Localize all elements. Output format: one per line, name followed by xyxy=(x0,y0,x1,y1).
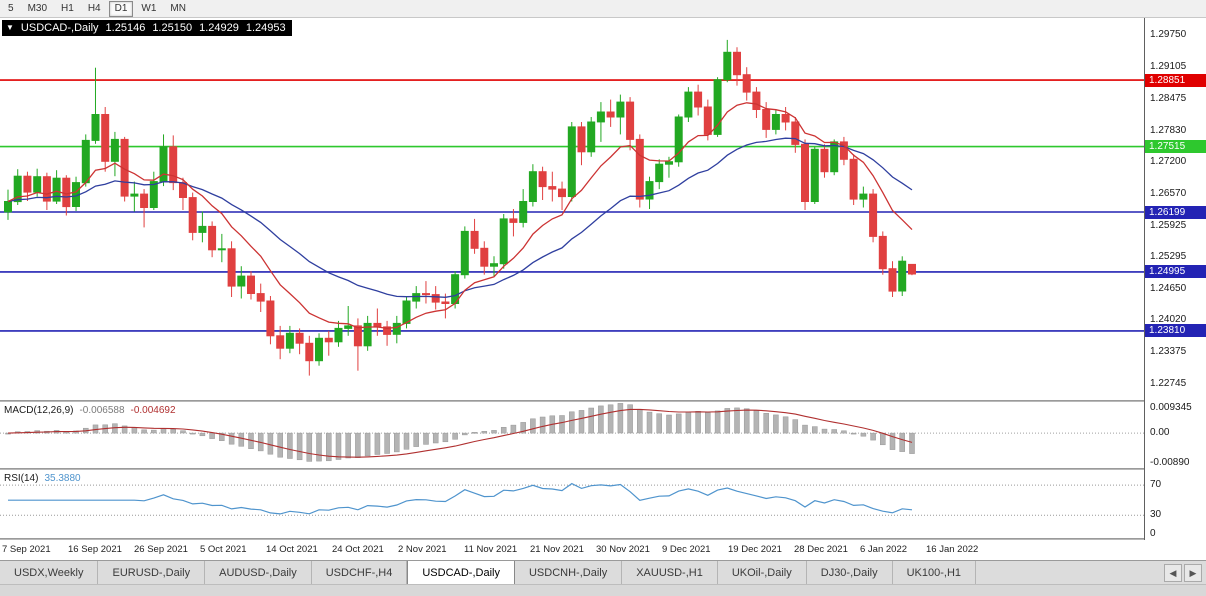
macd-axis-tick: 0.009345 xyxy=(1150,402,1192,413)
date-tick: 26 Sep 2021 xyxy=(134,544,188,555)
tab-scroll-left-icon[interactable]: ◀ xyxy=(1164,564,1182,582)
panel-separator xyxy=(0,538,1206,540)
macd-header: MACD(12,26,9) -0.006588 -0.004692 xyxy=(4,405,176,416)
chart-tab-bar: USDX,Weekly EURUSD-,Daily AUDUSD-,Daily USD… xyxy=(0,560,1206,585)
tab-scroll-right-icon[interactable]: ▶ xyxy=(1184,564,1202,582)
chart-dropdown-icon[interactable]: ▼ xyxy=(6,23,14,32)
rsi-axis-tick: 30 xyxy=(1150,509,1162,520)
chart-symbol-label: USDCAD-,Daily xyxy=(20,22,99,34)
price-tick: 1.27830 xyxy=(1150,125,1187,136)
rsi-axis-tick: 0 xyxy=(1150,528,1156,539)
macd-label: MACD(12,26,9) xyxy=(4,405,74,416)
ohlc-open: 1.25146 xyxy=(105,22,146,34)
status-bar xyxy=(0,584,1206,596)
timeframe-button-5[interactable]: 5 xyxy=(8,2,14,14)
chart-tab-usdchf-h4[interactable]: USDCHF-,H4 xyxy=(312,561,408,585)
ohlc-low: 1.24929 xyxy=(199,22,239,34)
date-tick: 5 Oct 2021 xyxy=(200,544,247,555)
price-tick: 1.23375 xyxy=(1150,346,1187,357)
chart-tab-xauusd-h1[interactable]: XAUUSD-,H1 xyxy=(622,561,718,585)
price-tick: 1.29750 xyxy=(1150,29,1187,40)
date-tick: 28 Dec 2021 xyxy=(794,544,848,555)
timeframe-button-h1[interactable]: H1 xyxy=(61,2,74,14)
price-level-badge: 1.23810 xyxy=(1145,324,1206,337)
chart-tab-audusd-daily[interactable]: AUDUSD-,Daily xyxy=(205,561,312,585)
chart-tab-usdcad-daily[interactable]: USDCAD-,Daily xyxy=(407,561,515,585)
timeframe-button-mn[interactable]: MN xyxy=(170,2,186,14)
macd-axis-tick: 0.00 xyxy=(1150,427,1170,438)
macd-signal-value: -0.004692 xyxy=(130,405,176,416)
panel-separator[interactable] xyxy=(0,468,1206,470)
date-tick: 16 Jan 2022 xyxy=(926,544,979,555)
date-tick: 6 Jan 2022 xyxy=(860,544,908,555)
chart-tab-uk100-h1[interactable]: UK100-,H1 xyxy=(893,561,977,585)
rsi-label: RSI(14) xyxy=(4,473,39,484)
price-level-badge: 1.24995 xyxy=(1145,265,1206,278)
macd-axis-tick: -0.00890 xyxy=(1150,457,1190,468)
timeframe-button-m30[interactable]: M30 xyxy=(27,2,48,14)
date-tick: 7 Sep 2021 xyxy=(2,544,51,555)
tab-scroll-controls: ◀ ▶ xyxy=(1164,561,1206,585)
price-axis[interactable]: 1.29750 1.29105 1.28475 1.27830 1.27200 1.265… xyxy=(1144,18,1206,540)
timeframe-toolbar: 5 M30 H1 H4 D1 W1 MN xyxy=(0,0,1206,18)
chart-area: ▼ USDCAD-,Daily 1.25146 1.25150 1.24929 … xyxy=(0,18,1206,560)
panel-separator[interactable] xyxy=(0,400,1206,402)
price-level-badge: 1.28851 xyxy=(1145,74,1206,87)
ohlc-readout: ▼ USDCAD-,Daily 1.25146 1.25150 1.24929 … xyxy=(2,20,292,36)
timeframe-button-w1[interactable]: W1 xyxy=(141,2,157,14)
price-tick: 1.26570 xyxy=(1150,188,1187,199)
rsi-value: 35.3880 xyxy=(44,473,81,484)
chart-tab-usdcnh-daily[interactable]: USDCNH-,Daily xyxy=(515,561,623,585)
price-tick: 1.25295 xyxy=(1150,251,1187,262)
price-tick: 1.22745 xyxy=(1150,378,1187,389)
ohlc-close: 1.24953 xyxy=(245,22,286,34)
price-chart[interactable] xyxy=(0,18,1144,400)
time-axis[interactable]: 7 Sep 2021 16 Sep 2021 26 Sep 2021 5 Oct 20… xyxy=(0,540,1206,560)
macd-main-value: -0.006588 xyxy=(79,405,125,416)
rsi-chart[interactable] xyxy=(0,470,1144,538)
rsi-header: RSI(14) 35.3880 xyxy=(4,473,81,484)
date-tick: 11 Nov 2021 xyxy=(464,544,518,555)
price-tick: 1.25925 xyxy=(1150,220,1187,231)
price-level-badge: 1.26199 xyxy=(1145,206,1206,219)
chart-tab-dj30-daily[interactable]: DJ30-,Daily xyxy=(807,561,893,585)
date-tick: 16 Sep 2021 xyxy=(68,544,122,555)
date-tick: 9 Dec 2021 xyxy=(662,544,711,555)
date-tick: 14 Oct 2021 xyxy=(266,544,318,555)
rsi-axis-tick: 70 xyxy=(1150,479,1162,490)
date-tick: 24 Oct 2021 xyxy=(332,544,384,555)
chart-tab-usdx-weekly[interactable]: USDX,Weekly xyxy=(0,561,99,585)
timeframe-button-d1[interactable]: D1 xyxy=(108,0,134,17)
ohlc-high: 1.25150 xyxy=(152,22,193,34)
price-tick: 1.28475 xyxy=(1150,93,1187,104)
price-tick: 1.24020 xyxy=(1150,314,1187,325)
date-tick: 21 Nov 2021 xyxy=(530,544,584,555)
price-tick: 1.24650 xyxy=(1150,283,1187,294)
price-level-badge: 1.27515 xyxy=(1145,140,1206,153)
chart-tab-ukoil-daily[interactable]: UKOil-,Daily xyxy=(718,561,807,585)
date-tick: 2 Nov 2021 xyxy=(398,544,447,555)
date-tick: 30 Nov 2021 xyxy=(596,544,650,555)
macd-chart[interactable] xyxy=(0,402,1144,468)
price-tick: 1.27200 xyxy=(1150,156,1187,167)
timeframe-button-h4[interactable]: H4 xyxy=(87,2,101,14)
chart-tab-eurusd-daily[interactable]: EURUSD-,Daily xyxy=(98,561,206,585)
date-tick: 19 Dec 2021 xyxy=(728,544,782,555)
price-tick: 1.29105 xyxy=(1150,61,1187,72)
